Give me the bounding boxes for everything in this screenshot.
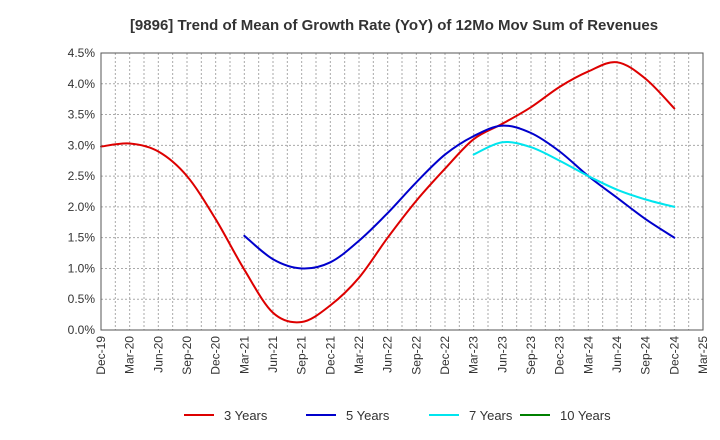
legend-label-7-years: 7 Years (469, 408, 513, 423)
y-tick-label: 0.0% (68, 323, 96, 337)
x-tick-label: Dec-19 (94, 336, 108, 375)
plot-frame (100, 52, 704, 331)
x-tick-label: Dec-20 (209, 336, 223, 375)
legend-label-5-years: 5 Years (346, 408, 390, 423)
series-line-3-years (100, 61, 676, 324)
x-tick-label: Mar-21 (237, 336, 251, 374)
y-tick-label: 1.0% (68, 261, 96, 275)
series-lines (100, 61, 676, 324)
x-tick-label: Dec-22 (438, 336, 452, 375)
y-axis-ticks: 0.0% 0.5% 1.0% 1.5% 2.0% 2.5% 3.0% 3.5% 4.0% 4.5% (68, 46, 96, 337)
x-tick-label: Dec-23 (553, 336, 567, 375)
x-tick-label: Dec-24 (667, 336, 681, 375)
x-tick-label: Sep-22 (409, 336, 423, 375)
y-tick-label: 3.0% (68, 138, 96, 152)
x-tick-label: Sep-21 (295, 336, 309, 375)
x-axis-ticks: Dec-19 Mar-20 Jun-20 Sep-20 Dec-20 Mar-21 Jun-… (94, 336, 710, 375)
x-tick-label: Mar-24 (581, 336, 595, 374)
x-tick-label: Sep-23 (524, 336, 538, 375)
x-tick-label: Mar-23 (467, 336, 481, 374)
y-tick-label: 0.5% (68, 292, 96, 306)
y-tick-label: 4.5% (68, 46, 96, 60)
series-line-7-years (472, 140, 676, 208)
x-tick-label: Mar-20 (123, 336, 137, 374)
y-tick-label: 1.5% (68, 231, 96, 245)
x-tick-label: Sep-24 (639, 336, 653, 375)
x-tick-label: Mar-22 (352, 336, 366, 374)
x-tick-label: Sep-20 (180, 336, 194, 375)
x-tick-label: Jun-22 (381, 336, 395, 373)
x-tick-label: Jun-20 (151, 336, 165, 373)
legend: 3 Years 5 Years 7 Years 10 Years (184, 408, 611, 423)
y-tick-label: 2.5% (68, 169, 96, 183)
y-tick-label: 4.0% (68, 77, 96, 91)
series-line-5-years (243, 124, 676, 270)
x-tick-label: Mar-25 (696, 336, 710, 374)
y-tick-label: 3.5% (68, 108, 96, 122)
legend-label-3-years: 3 Years (224, 408, 268, 423)
x-tick-label: Jun-23 (495, 336, 509, 373)
x-tick-label: Jun-24 (610, 336, 624, 373)
chart-title: [9896] Trend of Mean of Growth Rate (YoY… (130, 17, 658, 34)
x-tick-label: Jun-21 (266, 336, 280, 373)
grid (101, 53, 703, 330)
x-tick-label: Dec-21 (323, 336, 337, 375)
legend-label-10-years: 10 Years (560, 408, 611, 423)
y-tick-label: 2.0% (68, 200, 96, 214)
